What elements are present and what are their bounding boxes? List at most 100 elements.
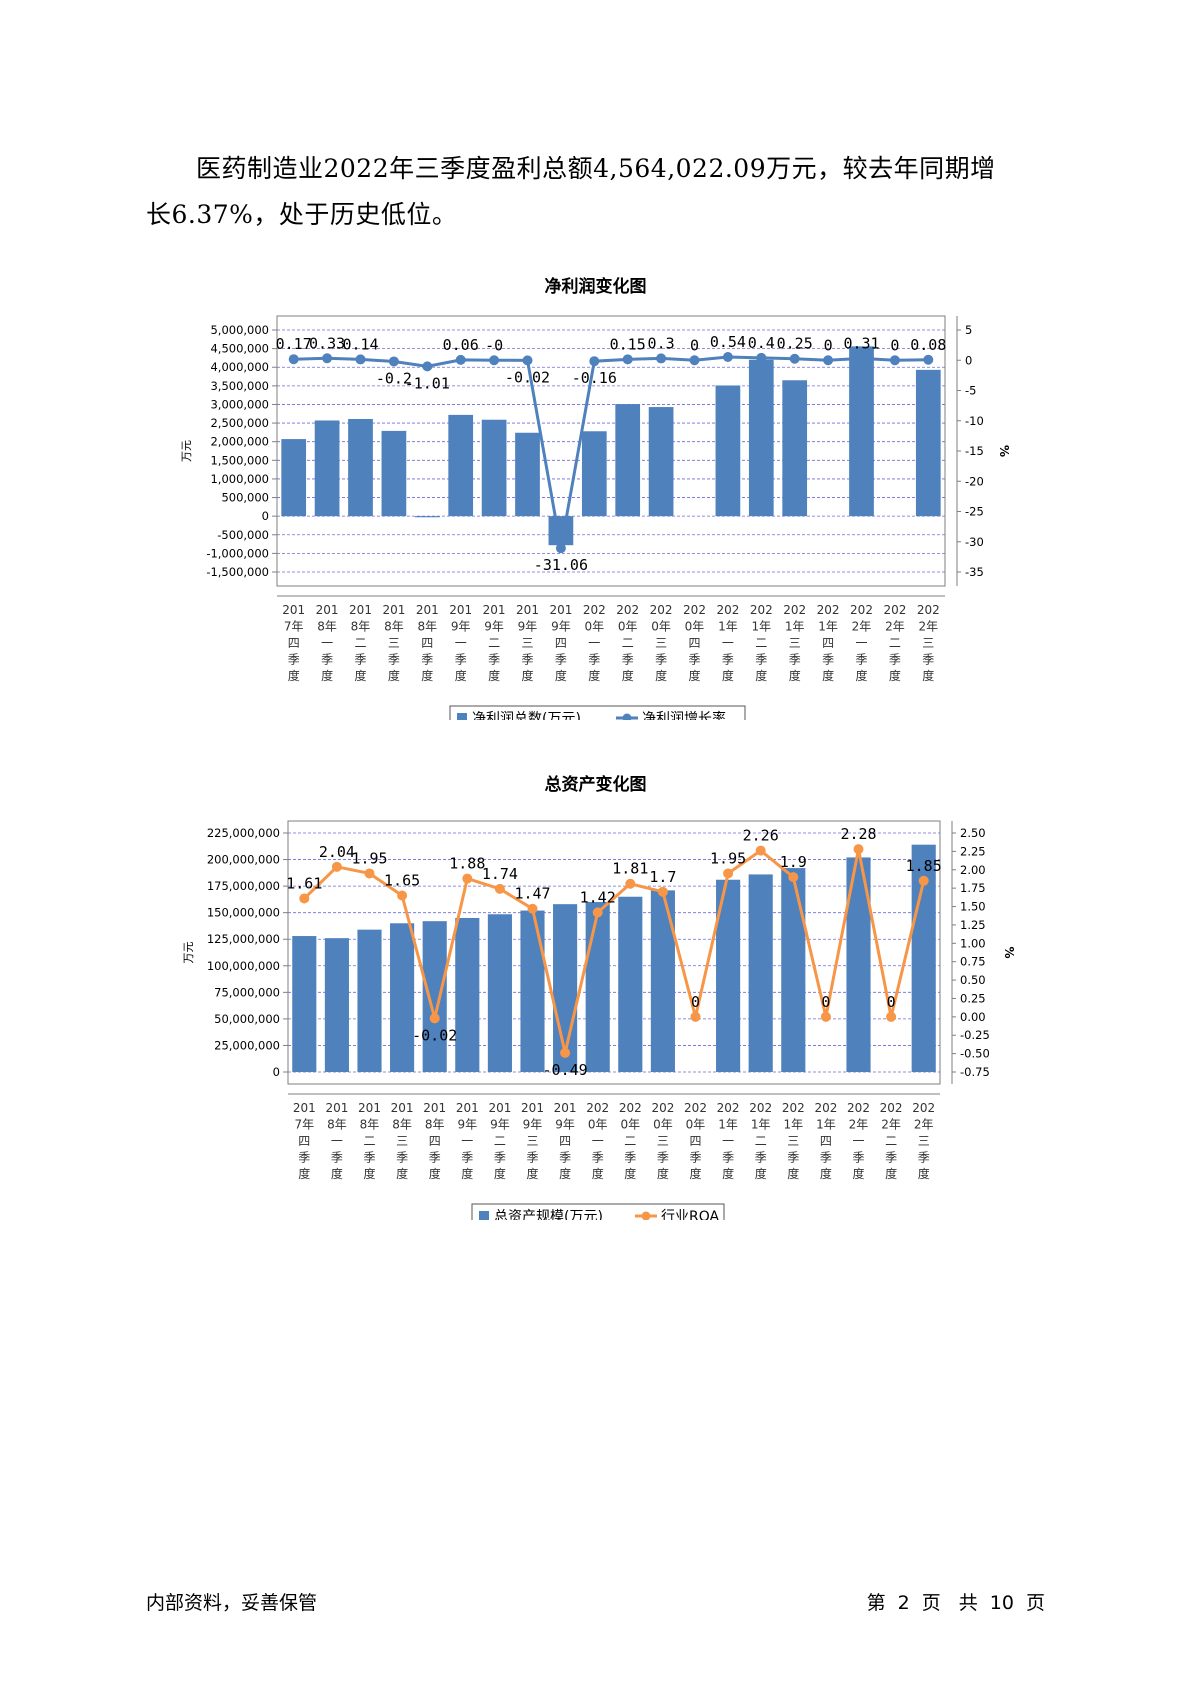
line-point bbox=[656, 353, 667, 364]
bar bbox=[715, 385, 741, 517]
x-tick-label: 202 bbox=[783, 603, 806, 617]
total-unit: 页 bbox=[1025, 1592, 1045, 1614]
x-tick-label: 201 bbox=[423, 1101, 446, 1115]
line-point bbox=[555, 543, 566, 554]
y-tick-label: 1,500,000 bbox=[210, 453, 269, 467]
line-point bbox=[331, 861, 342, 872]
x-tick-label: 度 bbox=[354, 668, 366, 683]
x-tick-label: 季 bbox=[396, 1151, 408, 1165]
x-tick-label: 7年 bbox=[284, 620, 304, 634]
legend-label-line: 净利润增长率 bbox=[642, 710, 726, 720]
x-tick-label: 度 bbox=[885, 1166, 897, 1181]
y2-tick-label: 2.00 bbox=[960, 863, 986, 877]
x-tick-label: 季 bbox=[494, 1151, 506, 1165]
y-tick-label: 5,000,000 bbox=[210, 323, 269, 337]
x-tick-label: 三 bbox=[918, 1134, 930, 1148]
x-tick-label: 季 bbox=[354, 653, 366, 667]
line-point bbox=[755, 845, 766, 856]
x-tick-label: 202 bbox=[619, 1101, 642, 1115]
x-tick-label: 8年 bbox=[360, 1118, 380, 1132]
line-point bbox=[789, 353, 800, 364]
data-label: 1.61 bbox=[286, 874, 322, 892]
x-tick-label: 四 bbox=[298, 1134, 310, 1148]
y2-tick-label: -20 bbox=[965, 474, 984, 488]
y-tick-label: 200,000,000 bbox=[207, 853, 280, 867]
data-label: 1.7 bbox=[649, 868, 676, 886]
x-tick-label: 一 bbox=[722, 1134, 734, 1148]
x-tick-label: 季 bbox=[455, 653, 467, 667]
y2-tick-label: -10 bbox=[965, 414, 984, 428]
data-label: 1.88 bbox=[449, 855, 485, 873]
bar bbox=[515, 432, 540, 517]
y-tick-label: 100,000,000 bbox=[207, 959, 280, 973]
x-tick-label: 201 bbox=[293, 1101, 316, 1115]
bar bbox=[414, 516, 440, 518]
y-tick-label: 225,000,000 bbox=[207, 826, 280, 840]
x-tick-label: 1年 bbox=[783, 1118, 803, 1132]
x-tick-label: 季 bbox=[918, 1151, 930, 1165]
x-tick-label: 9年 bbox=[555, 1118, 575, 1132]
line-point bbox=[657, 886, 668, 897]
legend-box bbox=[449, 705, 746, 720]
y-tick-label: 2,500,000 bbox=[210, 416, 269, 430]
x-tick-label: 度 bbox=[789, 668, 801, 683]
line-point bbox=[288, 354, 299, 365]
y2-tick-label: 2.50 bbox=[960, 826, 986, 840]
x-tick-label: 度 bbox=[559, 1166, 571, 1181]
chart1-title: 净利润变化图 bbox=[544, 277, 647, 297]
x-tick-label: 度 bbox=[755, 668, 767, 683]
x-tick-label: 度 bbox=[588, 668, 600, 683]
x-tick-label: 度 bbox=[722, 1166, 734, 1181]
x-tick-label: 202 bbox=[880, 1101, 903, 1115]
x-tick-label: 度 bbox=[421, 668, 433, 683]
line-point bbox=[853, 844, 864, 855]
y-tick-label: 3,500,000 bbox=[210, 379, 269, 393]
y2-tick-label: 2.25 bbox=[960, 844, 986, 858]
y-tick-label: -1,500,000 bbox=[206, 565, 269, 579]
y2-tick-label: 1.25 bbox=[960, 918, 986, 932]
data-label: 0.54 bbox=[710, 333, 746, 351]
x-tick-label: 8年 bbox=[417, 620, 437, 634]
bar bbox=[381, 430, 407, 517]
line-point bbox=[690, 1011, 701, 1022]
x-tick-label: 1年 bbox=[751, 620, 771, 634]
x-tick-label: 202 bbox=[749, 1101, 772, 1115]
x-tick-label: 202 bbox=[616, 603, 639, 617]
legend-swatch-bar bbox=[479, 1211, 489, 1220]
x-tick-label: 度 bbox=[655, 668, 667, 683]
data-label: 0 bbox=[691, 993, 700, 1011]
x-tick-label: 二 bbox=[755, 1134, 767, 1148]
x-tick-label: 季 bbox=[421, 653, 433, 667]
x-tick-label: 201 bbox=[516, 603, 539, 617]
x-tick-label: 201 bbox=[483, 603, 506, 617]
bar bbox=[448, 414, 474, 517]
line-point bbox=[820, 1011, 831, 1022]
x-tick-label: 度 bbox=[722, 668, 734, 683]
y-tick-label: 150,000,000 bbox=[207, 906, 280, 920]
bar bbox=[390, 923, 415, 1072]
x-tick-label: 一 bbox=[592, 1134, 604, 1148]
total-pages: 10 bbox=[989, 1592, 1014, 1614]
x-tick-label: 202 bbox=[750, 603, 773, 617]
y-axis-title: 万元 bbox=[182, 942, 195, 964]
plot-frame bbox=[276, 315, 946, 587]
x-tick-label: 二 bbox=[889, 636, 901, 650]
intro-paragraph: 医药制造业2022年三季度盈利总额4,564,022.09万元，较去年同期增 长… bbox=[146, 146, 1046, 238]
x-tick-label: 0年 bbox=[588, 1118, 608, 1132]
x-tick-label: 季 bbox=[755, 653, 767, 667]
x-tick-label: 度 bbox=[455, 668, 467, 683]
x-tick-label: 二 bbox=[494, 1134, 506, 1148]
x-tick-label: 度 bbox=[521, 668, 533, 683]
page-number: 2 bbox=[897, 1592, 910, 1614]
bar bbox=[585, 902, 610, 1072]
data-label: 0 bbox=[690, 336, 699, 354]
x-tick-label: 度 bbox=[288, 668, 300, 683]
line-point bbox=[355, 354, 366, 365]
paragraph-line-2: 长6.37%，处于历史低位。 bbox=[146, 200, 458, 229]
legend-label-bar: 净利润总数(万元) bbox=[472, 711, 581, 720]
data-label: -31.06 bbox=[534, 556, 588, 574]
x-tick-label: 0年 bbox=[686, 1118, 706, 1132]
y-tick-label: -500,000 bbox=[217, 528, 269, 542]
line-point bbox=[522, 355, 533, 366]
x-tick-label: 202 bbox=[716, 603, 739, 617]
